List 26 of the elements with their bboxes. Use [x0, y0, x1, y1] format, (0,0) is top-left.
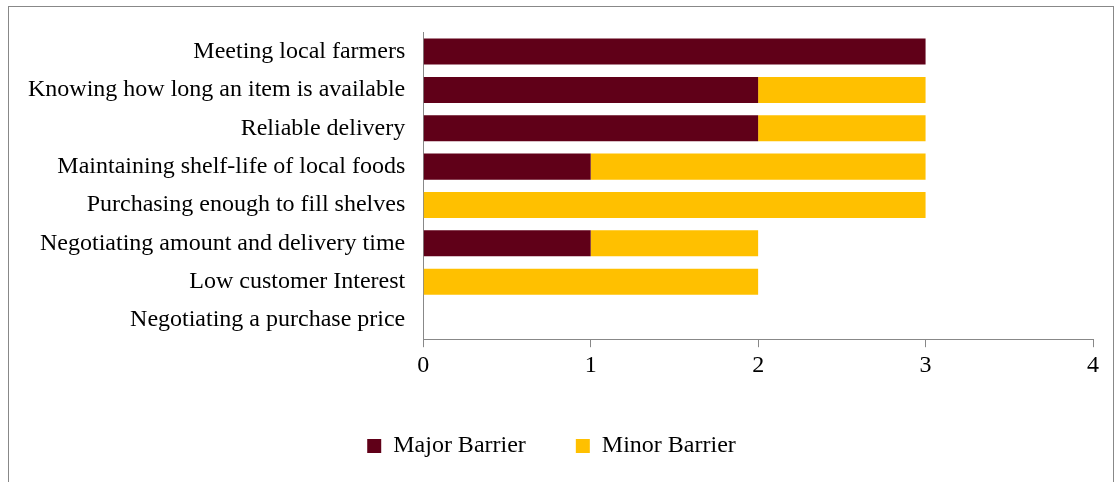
x-tick-label: 1 [584, 350, 597, 377]
bar [758, 76, 926, 103]
bar [423, 191, 926, 219]
bar [590, 153, 926, 180]
legend-label: Minor Barrier [601, 431, 736, 458]
y-tick-label: Negotiating amount and delivery time [40, 228, 406, 255]
bar [423, 115, 759, 142]
bar [423, 230, 591, 257]
bar [423, 38, 926, 65]
bar [590, 230, 759, 257]
y-tick-label: Knowing how long an item is available [28, 75, 406, 102]
x-tick-label: 3 [919, 350, 932, 377]
y-tick-label: Low customer Interest [189, 266, 406, 293]
bar [423, 268, 759, 295]
y-tick-label: Maintaining shelf-life of local foods [57, 151, 406, 178]
bar [423, 153, 591, 180]
legend-label: Major Barrier [393, 431, 526, 458]
y-tick-label: Meeting local farmers [193, 36, 406, 63]
y-tick-label: Negotiating a purchase price [130, 305, 406, 332]
bar [758, 115, 926, 142]
x-tick-label: 0 [417, 350, 430, 377]
x-tick-label: 4 [1087, 350, 1099, 377]
y-tick-label: Purchasing enough to fill shelves [86, 190, 406, 217]
x-tick-label: 2 [752, 350, 765, 377]
y-tick-label: Reliable delivery [240, 113, 406, 140]
bar [423, 76, 759, 103]
